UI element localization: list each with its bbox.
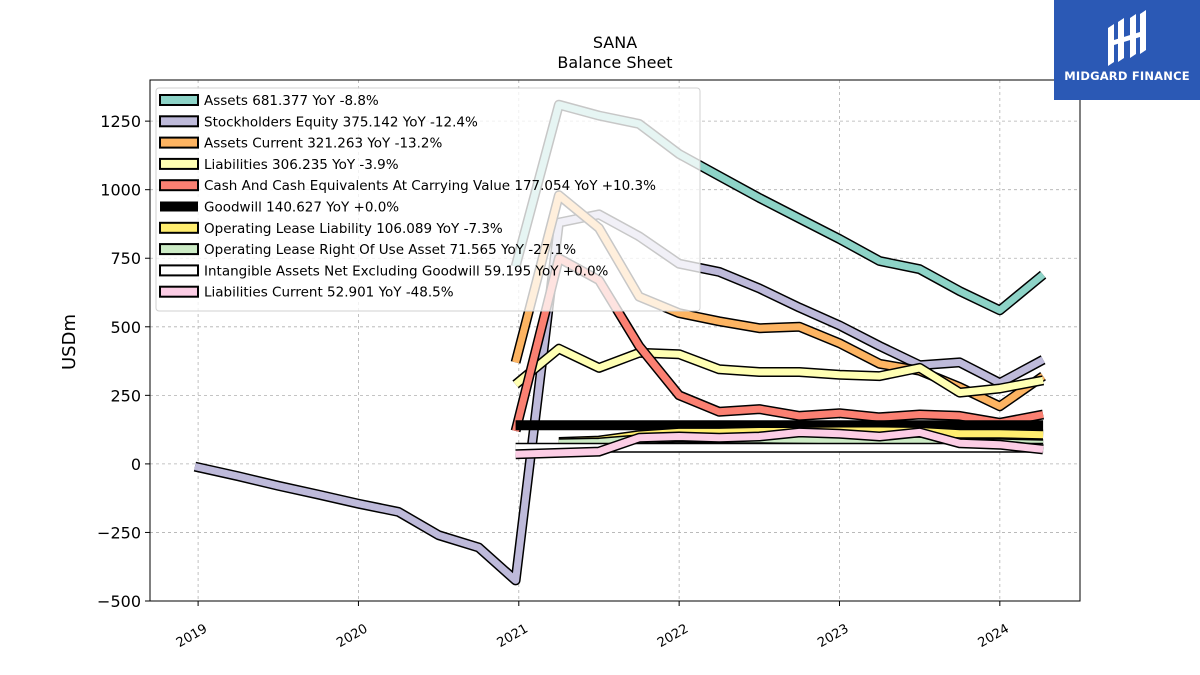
series-line [515, 428, 1044, 458]
y-tick-label: 500 [110, 318, 141, 337]
chart-subtitle: Balance Sheet [557, 53, 672, 72]
x-tick-label: 2021 [495, 621, 531, 651]
legend-swatch [160, 201, 198, 212]
legend-item: Assets Current 321.263 YoY -13.2% [159, 136, 443, 152]
x-tick-label: 2024 [976, 621, 1012, 651]
legend-label: Operating Lease Right Of Use Asset 71.56… [204, 242, 576, 258]
legend-item: Operating Lease Liability 106.089 YoY -7… [159, 221, 503, 237]
legend-label: Stockholders Equity 375.142 YoY -12.4% [204, 114, 478, 130]
legend-label: Operating Lease Liability 106.089 YoY -7… [204, 221, 503, 237]
chart-title: SANA [593, 33, 637, 52]
x-tick-label: 2019 [174, 621, 210, 651]
legend-item: Assets 681.377 YoY -8.8% [159, 93, 379, 109]
plot-frame [149, 79, 1081, 602]
legend-swatch [159, 94, 199, 106]
series-line [513, 345, 1044, 397]
y-tick-label: −250 [97, 523, 141, 542]
legend-item: Liabilities 306.235 YoY -3.9% [159, 157, 399, 173]
midgard-logo-icon [1108, 10, 1146, 66]
series-liabilities-current [515, 427, 1044, 460]
legend-swatch [159, 115, 199, 128]
y-tick-label: 1250 [100, 112, 141, 131]
legend-label: Assets 681.377 YoY -8.8% [204, 93, 379, 109]
y-tick-label: 1000 [100, 181, 141, 200]
legend-swatch [159, 179, 199, 192]
legend-swatch [159, 221, 199, 234]
y-tick-label: 0 [131, 455, 141, 474]
legend-item: Intangible Assets Net Excluding Goodwill… [159, 263, 609, 279]
legend-item: Goodwill 140.627 YoY +0.0% [160, 200, 399, 216]
legend-swatch [159, 264, 199, 277]
legend-label: Assets Current 321.263 YoY -13.2% [204, 136, 443, 152]
legend-label: Cash And Cash Equivalents At Carrying Va… [204, 178, 656, 194]
series-liabilities [512, 343, 1045, 398]
legend-label: Goodwill 140.627 YoY +0.0% [204, 200, 399, 216]
x-tick-label: 2022 [655, 621, 691, 651]
y-tick-label: 750 [110, 249, 141, 268]
legend-box [155, 87, 701, 312]
x-tick-label: 2020 [334, 621, 370, 651]
y-tick-label: −500 [97, 592, 141, 611]
legend-item: Stockholders Equity 375.142 YoY -12.4% [159, 114, 478, 130]
legend-label: Liabilities 306.235 YoY -3.9% [204, 157, 399, 173]
x-tick-label: 2023 [815, 621, 851, 651]
legend-swatch [159, 136, 199, 149]
brand-logo: MIDGARD FINANCE [1054, 0, 1200, 100]
legend-label: Liabilities Current 52.901 YoY -48.5% [204, 285, 454, 301]
legend-label: Intangible Assets Net Excluding Goodwill… [204, 263, 609, 279]
legend: Assets 681.377 YoY -8.8% Stockholders Equ… [155, 87, 701, 312]
legend-item: Liabilities Current 52.901 YoY -48.5% [159, 285, 454, 301]
legend-swatch [159, 157, 199, 170]
legend-swatch [159, 243, 199, 256]
y-tick-label: 250 [110, 386, 141, 405]
legend-item: Operating Lease Right Of Use Asset 71.56… [159, 242, 576, 258]
legend-swatch [159, 285, 199, 298]
legend-item: Cash And Cash Equivalents At Carrying Va… [159, 178, 656, 194]
y-axis-label: USDm [59, 314, 80, 370]
brand-name: MIDGARD FINANCE [1064, 69, 1190, 83]
